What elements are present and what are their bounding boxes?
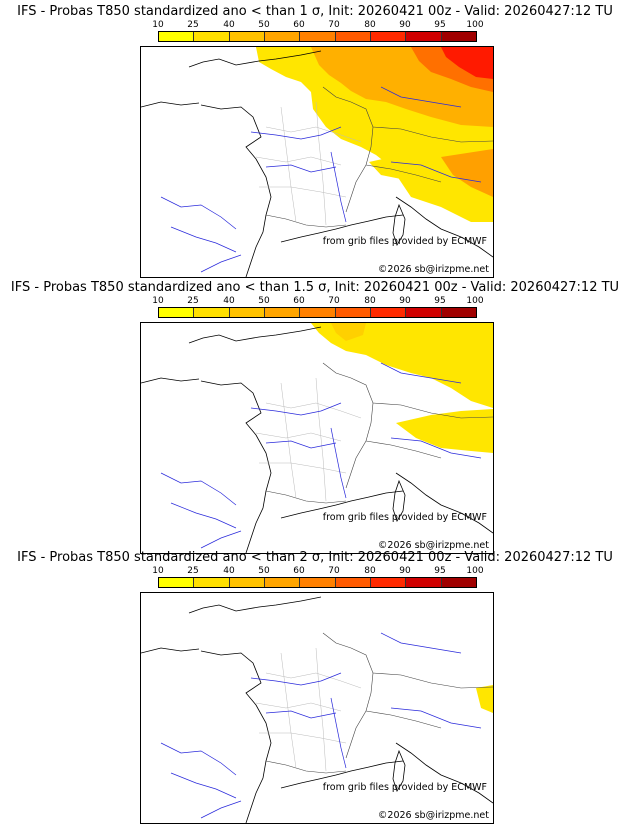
probability-map: from grib files provided by ECMWF ©2026 …: [140, 592, 494, 824]
map-panel-1: IFS - Probas T850 standardized ano < tha…: [0, 0, 630, 278]
colorbar-tick: 60: [293, 296, 305, 306]
panel-title: IFS - Probas T850 standardized ano < tha…: [17, 4, 613, 19]
colorbar-tick: 70: [328, 20, 340, 30]
colorbar-swatch: [229, 578, 265, 587]
colorbar-tick: 100: [466, 566, 484, 576]
colorbar-tick: 60: [293, 20, 305, 30]
colorbar-swatch: [194, 578, 230, 587]
colorbar-tick: 80: [364, 20, 376, 30]
colorbar-tick: 80: [364, 566, 376, 576]
colorbar-swatch: [159, 32, 195, 41]
colorbar-swatch: [370, 308, 407, 317]
prob-area-yellow-se: [396, 409, 493, 453]
probability-map: from grib files provided by ECMWF ©2026 …: [140, 322, 494, 554]
map-drawing: [141, 47, 493, 277]
map-drawing: [141, 596, 493, 823]
map-panel-2: IFS - Probas T850 standardized ano < tha…: [0, 276, 630, 554]
country-borders: [265, 362, 493, 504]
source-credit: from grib files provided by ECMWF: [322, 236, 487, 247]
colorbar-tick: 90: [399, 296, 411, 306]
colorbar-swatch: [441, 32, 476, 41]
coastline: [141, 326, 493, 553]
colorbar-tick: 40: [223, 566, 235, 576]
admin-borders: [255, 377, 362, 502]
copyright-credit: ©2026 sb@irizpme.net: [377, 810, 489, 821]
colorbar-swatch: [194, 32, 230, 41]
colorbar-swatch: [370, 578, 407, 587]
source-credit: from grib files provided by ECMWF: [322, 782, 487, 793]
country-borders: [265, 632, 493, 774]
colorbar-swatch: [159, 308, 195, 317]
prob-area-red: [441, 47, 493, 79]
coastline: [141, 596, 493, 823]
map-panel-3: IFS - Probas T850 standardized ano < tha…: [0, 546, 630, 824]
panel-title: IFS - Probas T850 standardized ano < tha…: [17, 550, 613, 565]
rivers: [160, 86, 482, 273]
colorbar-tick: 25: [187, 296, 199, 306]
prob-area-yellow: [311, 323, 493, 408]
probability-map: from grib files provided by ECMWF ©2026 …: [140, 46, 494, 278]
coastline: [141, 50, 493, 277]
colorbar-swatch: [300, 308, 336, 317]
colorbar-tick: 90: [399, 20, 411, 30]
colorbar-swatch: [229, 32, 265, 41]
colorbar-swatch: [300, 32, 336, 41]
colorbar-swatch: [159, 578, 195, 587]
colorbar-swatch: [300, 578, 336, 587]
colorbar-tick: 40: [223, 296, 235, 306]
colorbar-swatch: [406, 578, 442, 587]
colorbar-tick: 25: [187, 566, 199, 576]
colorbar-tick: 10: [152, 296, 164, 306]
colorbar-swatch: [264, 32, 301, 41]
colorbar-tick-labels: 10 25 40 50 60 70 80 90 95 100: [140, 296, 500, 306]
copyright-credit: ©2026 sb@irizpme.net: [377, 264, 489, 275]
copyright-credit: ©2026 sb@irizpme.net: [377, 540, 489, 551]
colorbar-swatch: [370, 32, 407, 41]
colorbar-tick: 70: [328, 296, 340, 306]
colorbar-tick: 40: [223, 20, 235, 30]
colorbar-tick: 50: [258, 566, 270, 576]
colorbar-tick-labels: 10 25 40 50 60 70 80 90 95 100: [140, 20, 500, 30]
colorbar-swatch: [441, 308, 476, 317]
colorbar-tick: 95: [434, 20, 446, 30]
colorbar-swatch: [264, 578, 301, 587]
colorbar-swatch: [335, 578, 371, 587]
colorbar-tick: 25: [187, 20, 199, 30]
colorbar-swatch: [335, 32, 371, 41]
colorbar-tick: 60: [293, 566, 305, 576]
source-credit: from grib files provided by ECMWF: [322, 512, 487, 523]
colorbar: [158, 31, 477, 42]
colorbar-tick: 70: [328, 566, 340, 576]
colorbar: [158, 577, 477, 588]
colorbar-tick: 80: [364, 296, 376, 306]
rivers: [160, 362, 482, 549]
colorbar-swatch: [406, 32, 442, 41]
colorbar-tick: 50: [258, 296, 270, 306]
admin-borders: [255, 647, 362, 772]
colorbar-tick: 50: [258, 20, 270, 30]
prob-area-yellow-n: [331, 323, 366, 341]
colorbar-tick: 10: [152, 20, 164, 30]
map-drawing: [141, 323, 493, 553]
colorbar-tick-labels: 10 25 40 50 60 70 80 90 95 100: [140, 566, 500, 576]
colorbar-swatch: [229, 308, 265, 317]
rivers: [160, 632, 482, 819]
colorbar-swatch: [406, 308, 442, 317]
admin-borders: [255, 101, 362, 226]
panel-title: IFS - Probas T850 standardized ano < tha…: [10, 280, 620, 295]
colorbar: [158, 307, 477, 318]
colorbar-swatch: [264, 308, 301, 317]
colorbar-tick: 100: [466, 296, 484, 306]
country-borders: [265, 86, 493, 228]
prob-area-orange-se: [441, 149, 493, 197]
colorbar-tick: 95: [434, 296, 446, 306]
colorbar-tick: 95: [434, 566, 446, 576]
colorbar-tick: 90: [399, 566, 411, 576]
prob-area-yellow-se: [476, 685, 493, 713]
colorbar-tick: 100: [466, 20, 484, 30]
colorbar-swatch: [194, 308, 230, 317]
colorbar-tick: 10: [152, 566, 164, 576]
colorbar-swatch: [335, 308, 371, 317]
colorbar-swatch: [441, 578, 476, 587]
